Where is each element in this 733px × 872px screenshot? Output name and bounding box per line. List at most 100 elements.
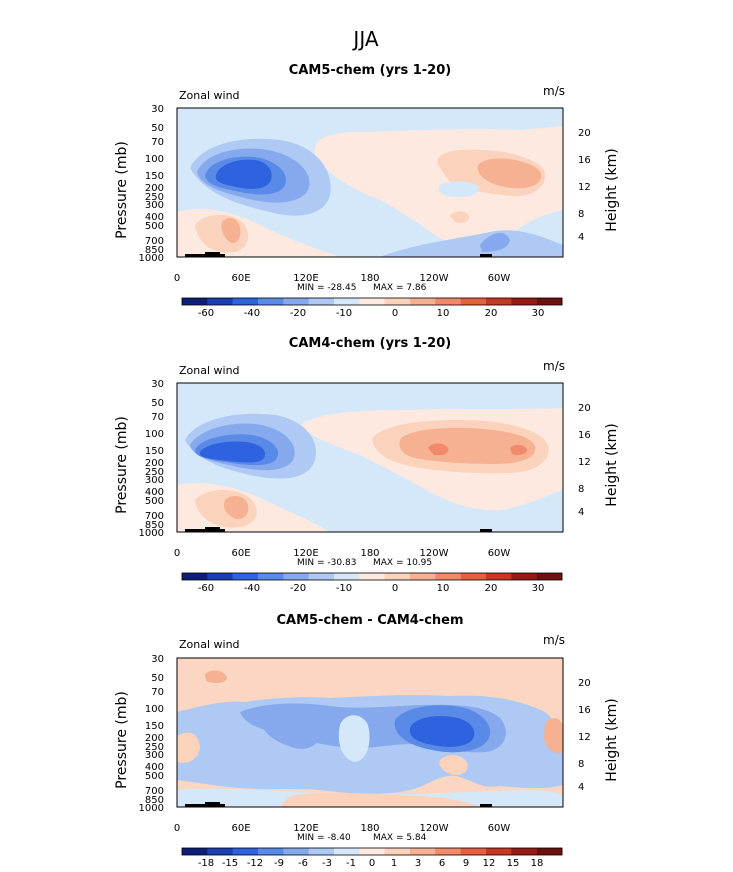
units-label: m/s [543, 84, 565, 98]
contour-positive-180 [439, 755, 468, 776]
contour-lower-negative-2 [480, 232, 510, 252]
x-tick-label: 0 [174, 823, 180, 834]
y-tick-label: 4 [578, 507, 584, 518]
contour-field [177, 108, 563, 257]
y-tick-label: 200 [145, 183, 164, 194]
colorbar-frame [181, 297, 563, 306]
y-tick-label: 4 [578, 782, 584, 793]
y-tick-label: 300 [145, 200, 164, 211]
y-tick-label: 70 [151, 687, 164, 698]
y-tick-label: 250 [145, 192, 164, 203]
x-tick-label: 60W [488, 548, 511, 559]
y-tick-label: 20 [578, 403, 591, 414]
x-tick-label: 120W [420, 273, 449, 284]
min-label: MIN = -30.83 [297, 558, 356, 568]
colorbar-swatch [258, 848, 284, 855]
colorbar-swatch [536, 848, 563, 855]
y-ticks-right: 20 16 12 8 4 [578, 403, 591, 518]
y-tick-label: 400 [145, 212, 164, 223]
panel-title: CAM5-chem - CAM4-chem [276, 613, 463, 628]
y-axis-label: Pressure (mb) [114, 691, 130, 789]
contour-positive-core [428, 443, 449, 456]
y-tick-label: 1000 [139, 528, 164, 539]
colorbar-label: 15 [507, 858, 520, 869]
colorbar-swatch [232, 573, 259, 580]
y-tick-label: 70 [151, 412, 164, 423]
panel-title: CAM5-chem (yrs 1-20) [289, 63, 451, 78]
colorbar-swatch [232, 298, 259, 305]
colorbar-swatch [207, 573, 233, 580]
colorbar-label: 30 [532, 583, 545, 594]
units-label: m/s [543, 359, 565, 373]
colorbar-label: -60 [198, 583, 214, 594]
y-ticks: 30 50 70 100 150 200 250 300 400 500 700… [139, 379, 164, 539]
topography [480, 804, 492, 807]
colorbar [181, 572, 563, 581]
contour-field [177, 658, 563, 807]
colorbar-swatch [359, 573, 385, 580]
units-label: m/s [543, 633, 565, 647]
colorbar-label: -40 [244, 308, 260, 319]
y-tick-label: 70 [151, 137, 164, 148]
y-tick-label: 4 [578, 232, 584, 243]
colorbar-swatch [486, 848, 512, 855]
colorbar-swatch [410, 848, 436, 855]
y-tick-label: 16 [578, 430, 591, 441]
x-tick-label: 0 [174, 548, 180, 559]
colorbar-swatch [258, 573, 284, 580]
contour-positive-upper-3 [399, 427, 536, 464]
field-label: Zonal wind [179, 638, 240, 651]
y-tick-label: 50 [151, 673, 164, 684]
colorbar-label: -1 [346, 858, 356, 869]
x-ticks: 0 60E 120E 180 120W 60W [174, 548, 511, 559]
contour-negative-west [260, 715, 320, 749]
colorbar-swatch [511, 298, 537, 305]
plot-frame [176, 107, 564, 258]
colorbar [181, 847, 563, 856]
colorbar-swatch [283, 573, 309, 580]
colorbar-label: 3 [415, 858, 421, 869]
x-tick-label: 120W [420, 548, 449, 559]
colorbar-swatch [359, 848, 385, 855]
colorbar-swatch [384, 573, 411, 580]
y-tick-label: 700 [145, 786, 164, 797]
figure-title: JJA [351, 27, 378, 51]
x-tick-label: 120E [293, 823, 318, 834]
colorbar-swatch [334, 848, 360, 855]
panel-difference: CAM5-chem - CAM4-chem Zonal wind m/s 3 0 … [114, 613, 620, 869]
colorbar-label: -6 [298, 858, 308, 869]
colorbar-swatch [207, 298, 233, 305]
contour-positive-core-2 [510, 444, 527, 455]
colorbar-swatch [410, 573, 436, 580]
y-tick-label: 150 [145, 721, 164, 732]
colorbar-label: 6 [439, 858, 445, 869]
y-tick-label: 12 [578, 182, 591, 193]
y-tick-label: 300 [145, 475, 164, 486]
y-tick-label: 200 [145, 733, 164, 744]
colorbar-labels: -60 -40 -20 -10 0 10 20 30 [198, 583, 545, 594]
y-axis-label: Pressure (mb) [114, 141, 130, 239]
colorbar-label: 1 [391, 858, 397, 869]
y-ticks: 30 50 70 100 150 200 250 300 400 500 700… [139, 104, 164, 264]
x-tick-label: 60W [488, 273, 511, 284]
y-axis-label-right: Height (km) [604, 698, 620, 781]
x-tick-label: 60E [231, 548, 250, 559]
plot-frame [176, 657, 564, 808]
x-ticks: 0 60E 120E 180 120W 60W [174, 823, 511, 834]
colorbar-label: 20 [485, 308, 498, 319]
colorbar-label: 10 [437, 583, 450, 594]
y-tick-label: 16 [578, 705, 591, 716]
y-tick-label: 1000 [139, 803, 164, 814]
colorbar-label: 0 [369, 858, 375, 869]
colorbar-swatch [283, 848, 309, 855]
topography [205, 527, 220, 532]
x-tick-label: 180 [360, 548, 379, 559]
colorbar-label: 30 [532, 308, 545, 319]
y-tick-label: 700 [145, 236, 164, 247]
colorbar-swatch [182, 573, 208, 580]
colorbar-swatch [384, 298, 411, 305]
y-tick-label: 12 [578, 732, 591, 743]
colorbar-swatch [511, 848, 537, 855]
y-tick-label: 30 [151, 379, 164, 390]
y-tick-label: 850 [145, 245, 164, 256]
